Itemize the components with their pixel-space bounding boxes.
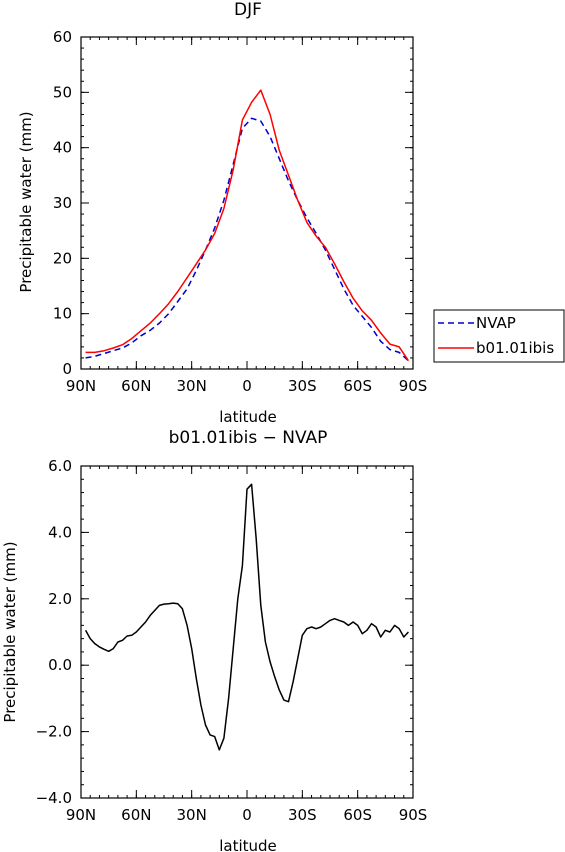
x-tick-label: 60S xyxy=(343,806,372,824)
y-tick-label: 30 xyxy=(53,194,72,212)
y-tick-label: 50 xyxy=(53,83,72,101)
y-tick-label: 2.0 xyxy=(48,590,72,608)
chart-title: DJF xyxy=(234,0,262,20)
difference-chart: b01.01ibis − NVAP 90N 60N 30N 0 30S 60S 90S −4.… xyxy=(1,428,427,852)
x-tick-label: 90N xyxy=(66,377,96,395)
x-tick-label: 30N xyxy=(177,377,207,395)
series-lines xyxy=(85,89,410,362)
chart-title: b01.01ibis − NVAP xyxy=(169,428,328,448)
plot-frame xyxy=(80,465,414,799)
x-tick-label: 90N xyxy=(66,806,96,824)
x-tick-label: 90S xyxy=(399,377,428,395)
djf-chart: DJF 90N 60N 30N 0 30S 60S 90S 0 10 20 30 40 50 60 lat… xyxy=(17,0,565,426)
series-line-nvap xyxy=(85,117,409,362)
axes-frame xyxy=(80,36,414,370)
x-tick-label: 30N xyxy=(177,806,207,824)
series-line-difference xyxy=(84,483,409,751)
series-lines xyxy=(84,483,409,751)
x-tick-label: 60S xyxy=(343,377,372,395)
axis-ticks: 90N 60N 30N 0 30S 60S 90S 0 10 20 30 40 50 60 xyxy=(53,28,427,395)
y-tick-label: −2.0 xyxy=(36,723,72,741)
x-tick-label: 60N xyxy=(121,806,151,824)
y-tick-label: 20 xyxy=(53,249,72,267)
x-axis-label: latitude xyxy=(219,837,277,852)
y-tick-label: 4.0 xyxy=(48,523,72,541)
x-tick-label: 0 xyxy=(242,377,252,395)
x-tick-label: 60N xyxy=(121,377,151,395)
y-axis-label: Precipitable water (mm) xyxy=(1,541,19,722)
series-line-b01-01ibis xyxy=(85,89,410,362)
y-tick-label: 10 xyxy=(53,305,72,323)
plot-frame xyxy=(80,36,414,370)
legend-box xyxy=(433,309,565,363)
y-tick-label: 0.0 xyxy=(48,656,72,674)
y-tick-label: 60 xyxy=(53,28,72,46)
axes-frame xyxy=(80,465,414,799)
x-tick-label: 30S xyxy=(288,377,317,395)
axis-ticks: 90N 60N 30N 0 30S 60S 90S −4.0 −2.0 0.0 2.0 4.0 6.0 xyxy=(36,457,428,824)
y-axis-label: Precipitable water (mm) xyxy=(17,111,35,292)
legend-label-b01: b01.01ibis xyxy=(476,339,554,357)
legend: NVAP b01.01ibis xyxy=(433,309,565,363)
x-axis-label: latitude xyxy=(219,408,277,426)
x-tick-label: 0 xyxy=(242,806,252,824)
legend-label-nvap: NVAP xyxy=(476,314,516,332)
y-tick-label: 40 xyxy=(53,139,72,157)
x-tick-label: 30S xyxy=(288,806,317,824)
y-tick-label: −4.0 xyxy=(36,789,72,807)
x-tick-label: 90S xyxy=(399,806,428,824)
y-tick-label: 6.0 xyxy=(48,457,72,475)
y-tick-label: 0 xyxy=(62,360,72,378)
